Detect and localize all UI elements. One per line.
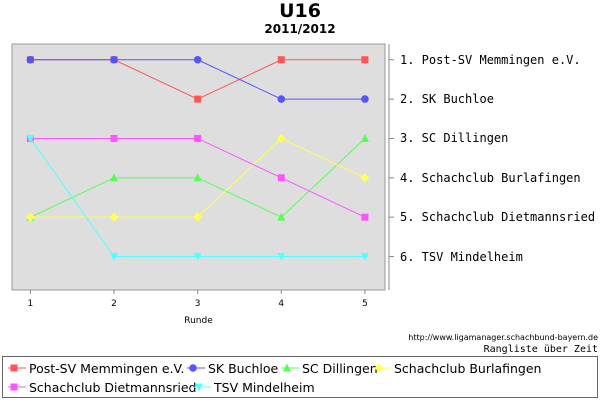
data-point: [110, 55, 118, 64]
data-point: [277, 56, 285, 64]
data-point: [360, 173, 370, 183]
data-point: [26, 134, 35, 143]
data-point: [277, 95, 286, 103]
data-point: [110, 134, 118, 142]
legend-item: Schachclub Burlafingen: [372, 359, 541, 377]
x-tick-label: 5: [362, 299, 368, 309]
series-6: [26, 134, 369, 262]
legend-item: Schachclub Dietmannsried: [7, 378, 196, 396]
legend-marker: [10, 383, 18, 391]
data-point: [276, 133, 286, 143]
legend-marker: [189, 364, 197, 372]
data-point: [277, 253, 286, 262]
data-point: [25, 212, 35, 222]
plot-area: [11, 43, 386, 291]
legend-label: Post-SV Memmingen e.V.: [29, 360, 185, 376]
data-point: [193, 253, 202, 262]
legend-label: TSV Mindelheim: [214, 379, 315, 395]
data-point: [360, 133, 369, 142]
legend-label: Schachclub Burlafingen: [394, 360, 542, 376]
legend-marker: [374, 363, 384, 373]
legend-swatch: [281, 363, 299, 372]
data-point: [361, 56, 369, 64]
data-point: [194, 134, 202, 142]
rank-label: 3. SC Dillingen: [400, 131, 509, 146]
data-point: [193, 173, 202, 182]
legend-swatch: [193, 383, 211, 392]
legend-swatch: [8, 383, 26, 391]
rank-label: 6. TSV Mindelheim: [400, 249, 523, 264]
rank-label: 4. Schachclub Burlafingen: [400, 170, 581, 185]
legend-item: TSV Mindelheim: [192, 378, 315, 396]
legend-label: Schachclub Dietmannsried: [29, 379, 197, 395]
data-point: [361, 95, 369, 103]
legend-marker: [10, 364, 18, 372]
series-2: [26, 55, 369, 103]
legend-label: SC Dillingen: [302, 360, 378, 376]
data-point: [277, 174, 285, 182]
data-point: [193, 55, 202, 64]
data-point: [361, 213, 369, 221]
legend-swatch: [373, 363, 391, 373]
rank-label: 5. Schachclub Dietmannsried: [400, 210, 596, 225]
legend-marker: [283, 363, 291, 372]
data-point: [110, 253, 119, 262]
x-tick-label: 1: [28, 299, 34, 309]
chart-subtitle: 2011/2012: [264, 22, 336, 36]
legend-item: SC Dillingen: [280, 359, 378, 377]
legend-label: SK Buchloe: [208, 360, 279, 376]
rank-label: 2. SK Buchloe: [400, 92, 494, 107]
legend-marker: [195, 383, 203, 392]
data-point: [193, 212, 203, 222]
rank-label: 1. Post-SV Memmingen e.V.: [400, 52, 581, 67]
data-point: [360, 253, 369, 262]
x-tick-label: 4: [278, 299, 284, 309]
x-axis-label: Runde: [184, 316, 213, 326]
legend-item: Post-SV Memmingen e.V.: [7, 359, 184, 377]
data-point: [110, 173, 119, 182]
source-url[interactable]: http://www.ligamanager.schachbund-bayern…: [408, 333, 598, 342]
legend-swatch: [187, 364, 205, 372]
chart-legend: Post-SV Memmingen e.V. SK Buchloe SC Dilli…: [2, 356, 598, 398]
data-point: [277, 212, 286, 221]
x-tick-label: 2: [111, 299, 117, 309]
x-tick-label: 3: [195, 299, 201, 309]
data-point: [109, 212, 119, 222]
data-point: [26, 55, 35, 64]
chart-caption: Rangliste über Zeit: [483, 344, 598, 355]
chart-title: U16: [279, 0, 321, 22]
legend-swatch: [8, 364, 26, 372]
legend-item: SK Buchloe: [186, 359, 278, 377]
data-point: [194, 95, 202, 103]
